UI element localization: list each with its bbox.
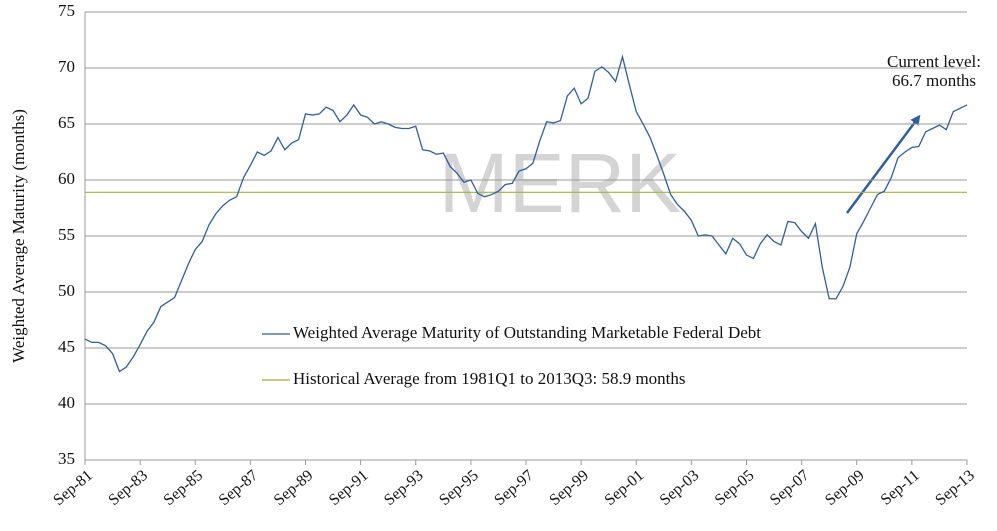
- x-tick-label: Sep-07: [767, 467, 813, 509]
- y-tick-label: 70: [58, 57, 75, 76]
- x-tick-label: Sep-95: [436, 467, 482, 509]
- y-tick-label: 45: [58, 337, 75, 356]
- x-tick-label: Sep-83: [105, 467, 151, 509]
- x-tick-label: Sep-87: [216, 467, 262, 509]
- y-tick-label: 35: [58, 449, 75, 468]
- y-tick-label: 40: [58, 393, 75, 412]
- data-line: [84, 54, 968, 373]
- y-tick-label: 50: [58, 281, 75, 300]
- x-tick-label: Sep-91: [326, 467, 372, 509]
- x-tick-label: Sep-99: [546, 467, 592, 509]
- annotation: 66.7 months: [892, 71, 976, 90]
- x-tick-label: Sep-81: [50, 467, 96, 509]
- x-tick-label: Sep-09: [822, 467, 868, 509]
- x-tick-label: Sep-89: [271, 467, 317, 509]
- x-tick-label: Sep-93: [381, 467, 427, 509]
- y-tick-label: 55: [58, 225, 75, 244]
- y-tick-label: 60: [58, 169, 75, 188]
- x-tick-label: Sep-11: [878, 467, 923, 509]
- x-tick-label: Sep-05: [712, 467, 758, 509]
- x-tick-label: Sep-13: [932, 467, 978, 509]
- legend-label: Historical Average from 1981Q1 to 2013Q3…: [293, 369, 686, 388]
- annotation: Current level:: [887, 52, 981, 71]
- watermark: MERK: [439, 136, 682, 230]
- y-tick-label: 75: [58, 1, 75, 20]
- annotation-arrow: [845, 114, 921, 214]
- x-tick-label: Sep-85: [161, 467, 207, 509]
- y-axis-title: Weighted Average Maturity (months): [9, 109, 28, 363]
- y-tick-label: 65: [58, 113, 75, 132]
- x-tick-label: Sep-01: [602, 467, 648, 509]
- x-tick-label: Sep-03: [657, 467, 703, 509]
- legend-label: Weighted Average Maturity of Outstanding…: [293, 323, 761, 342]
- x-tick-label: Sep-97: [491, 467, 537, 509]
